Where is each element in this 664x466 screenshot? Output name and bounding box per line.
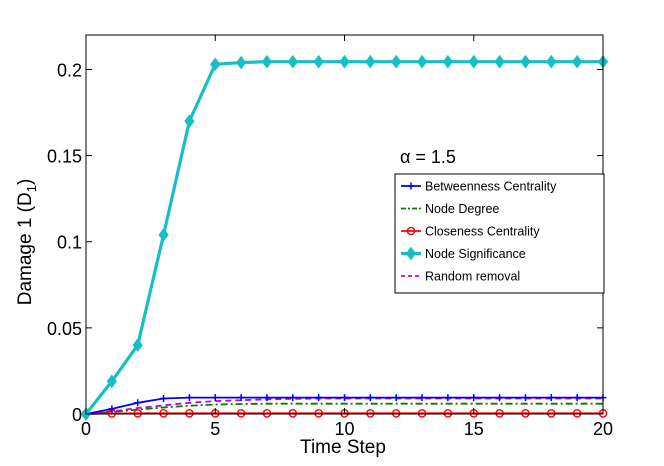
data-point-closeness-centrality <box>443 409 453 418</box>
x-tick-label: 0 <box>81 419 91 439</box>
data-point-node-significance <box>468 54 479 69</box>
legend-item-betweenness-centrality: Betweenness Centrality <box>401 180 557 194</box>
data-point-node-significance <box>261 54 273 69</box>
data-point-closeness-centrality <box>366 409 375 418</box>
axis-ticks: 0 5 10 15 20 0 0.05 0.1 0.15 0.2 <box>47 35 613 439</box>
data-point-node-significance <box>339 54 350 69</box>
legend-box <box>394 173 605 294</box>
data-point-betweenness-centrality <box>108 405 116 413</box>
data-point-betweenness-centrality <box>547 394 555 402</box>
data-point-node-significance <box>546 54 557 69</box>
data-point-node-significance <box>365 54 376 69</box>
legend-marker-closeness-centrality <box>406 226 416 236</box>
series-line-node-degree <box>85 402 603 415</box>
data-point-closeness-centrality <box>133 409 142 418</box>
data-point-closeness-centrality <box>547 409 556 418</box>
data-point-node-significance <box>158 228 169 242</box>
legend-label-betweenness-centrality: Betweenness Centrality <box>425 180 557 194</box>
legend-item-random-removal: Random removal <box>401 270 520 284</box>
legend-label-random-removal: Random removal <box>425 270 520 284</box>
data-point-node-significance <box>287 54 298 69</box>
data-point-node-significance <box>210 57 221 72</box>
data-point-closeness-centrality <box>236 409 246 418</box>
data-point-closeness-centrality <box>159 409 168 418</box>
x-tick-label: 15 <box>464 419 484 439</box>
y-tick-label: 0.05 <box>47 319 82 339</box>
legend: Betweenness Centrality Node Degree Closene… <box>394 173 605 294</box>
data-point-node-significance <box>235 55 247 70</box>
data-point-closeness-centrality <box>288 409 298 418</box>
x-tick-label: 10 <box>334 419 354 439</box>
legend-items: Betweenness Centrality Node Degree Closene… <box>401 180 557 284</box>
data-point-node-significance <box>416 54 428 69</box>
legend-item-node-significance: Node Significance <box>401 246 526 261</box>
data-point-node-significance <box>184 114 195 128</box>
series-betweenness-centrality <box>82 394 607 418</box>
data-point-betweenness-centrality <box>211 394 219 402</box>
y-axis-title-main: Damage 1 (D <box>15 192 36 305</box>
data-point-node-significance <box>520 54 531 69</box>
data-point-closeness-centrality <box>495 409 504 418</box>
x-tick-label: 5 <box>210 419 220 439</box>
data-point-node-significance <box>442 54 454 69</box>
data-point-betweenness-centrality <box>392 394 400 402</box>
data-point-betweenness-centrality <box>470 394 478 402</box>
data-point-betweenness-centrality <box>185 394 193 402</box>
data-point-betweenness-centrality <box>366 394 374 402</box>
alpha-annotation: α = 1.5 <box>400 147 456 167</box>
data-point-closeness-centrality <box>185 409 194 418</box>
data-point-closeness-centrality <box>572 409 582 418</box>
legend-label-node-significance: Node Significance <box>425 247 526 261</box>
y-tick-label: 0.15 <box>47 147 82 167</box>
data-point-node-significance <box>313 54 324 69</box>
series-node-degree <box>85 402 603 415</box>
y-axis-title: Damage 1 (D1) <box>15 179 39 306</box>
data-point-betweenness-centrality <box>237 394 245 402</box>
data-point-betweenness-centrality <box>134 399 142 407</box>
legend-marker-node-significance <box>405 246 417 261</box>
data-point-node-significance <box>572 54 583 69</box>
data-point-betweenness-centrality <box>418 394 426 402</box>
data-point-node-significance <box>494 54 505 69</box>
y-axis-title-subscript: 1 <box>24 185 39 192</box>
data-point-closeness-centrality <box>417 409 427 418</box>
y-axis-title-close: ) <box>15 179 36 185</box>
data-point-closeness-centrality <box>521 409 530 418</box>
data-point-closeness-centrality <box>391 409 401 418</box>
data-point-betweenness-centrality <box>521 394 529 402</box>
data-point-betweenness-centrality <box>444 394 452 402</box>
data-point-node-significance <box>106 374 117 389</box>
data-point-betweenness-centrality <box>289 394 297 402</box>
data-point-betweenness-centrality <box>341 394 348 402</box>
y-tick-label: 0.1 <box>57 233 82 253</box>
data-point-betweenness-centrality <box>315 394 323 402</box>
legend-marker-betweenness-centrality <box>407 182 415 190</box>
x-axis-title: Time Step <box>300 437 386 458</box>
data-point-betweenness-centrality <box>573 394 581 402</box>
legend-label-closeness-centrality: Closeness Centrality <box>425 225 540 239</box>
legend-item-node-degree: Node Degree <box>401 202 499 216</box>
data-point-node-significance <box>391 54 402 69</box>
x-tick-label: 20 <box>593 419 613 439</box>
legend-item-closeness-centrality: Closeness Centrality <box>401 225 540 239</box>
y-tick-label: 0 <box>72 405 82 425</box>
data-point-betweenness-centrality <box>160 394 168 402</box>
data-point-betweenness-centrality <box>263 394 271 402</box>
data-point-betweenness-centrality <box>496 394 504 402</box>
data-point-node-significance <box>132 338 143 352</box>
data-point-closeness-centrality <box>314 409 323 418</box>
y-tick-label: 0.2 <box>57 60 82 80</box>
legend-label-node-degree: Node Degree <box>425 202 499 216</box>
data-point-closeness-centrality <box>262 409 272 418</box>
